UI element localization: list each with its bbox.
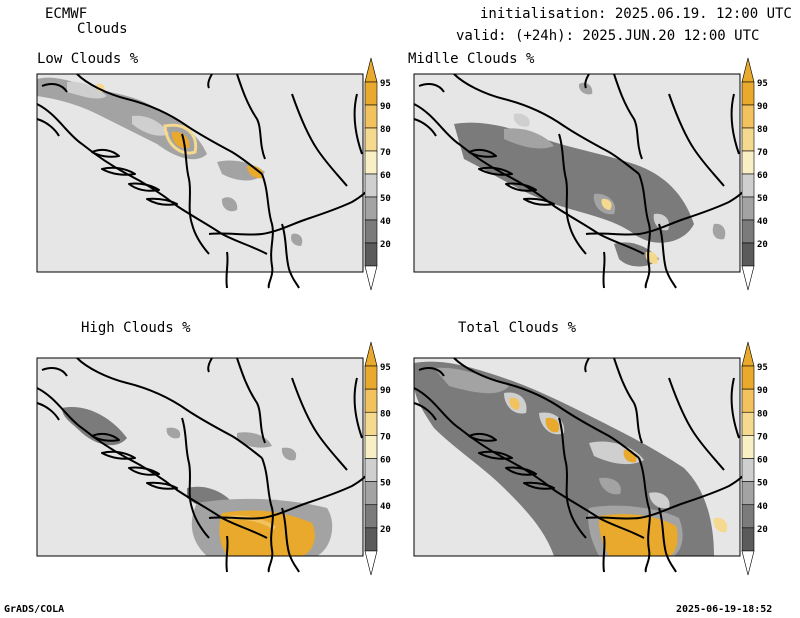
colorbar-bottom-arrow	[364, 550, 378, 576]
map-low-clouds	[36, 73, 373, 289]
colorbar-segment	[741, 219, 755, 244]
colorbar-label: 20	[757, 240, 768, 250]
colorbar-segment	[364, 173, 378, 198]
colorbar-label: 70	[757, 432, 768, 442]
colorbar-label: 60	[380, 171, 391, 181]
colorbar-label: 80	[380, 125, 391, 135]
colorbar-top-arrow	[741, 341, 755, 367]
colorbar-segment	[741, 388, 755, 413]
panel-title-total: Total Clouds %	[458, 320, 577, 336]
colorbar-label: 40	[757, 217, 768, 227]
colorbar-label: 80	[380, 409, 391, 419]
footer-timestamp: 2025-06-19-18:52	[676, 604, 773, 615]
colorbar-segment	[741, 173, 755, 198]
colorbar-segment	[741, 365, 755, 390]
colorbar-label: 50	[380, 479, 391, 489]
colorbar-segment	[741, 458, 755, 482]
colorbar-segment	[364, 504, 378, 529]
colorbar-segment	[364, 150, 378, 175]
colorbar-label: 95	[380, 79, 391, 89]
model-name: ECMWF	[45, 6, 88, 22]
product-name: Clouds	[77, 21, 128, 37]
colorbar-label: 90	[757, 102, 768, 112]
colorbar-label: 20	[380, 525, 391, 535]
footer-software: GrADS/COLA	[4, 604, 65, 615]
colorbar-label: 95	[380, 363, 391, 373]
colorbar-label: 70	[380, 432, 391, 442]
colorbar-label: 40	[380, 502, 391, 512]
colorbar-1: 95 90 80 70 60 50 40 20	[364, 57, 391, 291]
panel-title-low: Low Clouds %	[37, 51, 139, 67]
colorbar-segment	[741, 411, 755, 436]
colorbar-label: 70	[757, 148, 768, 158]
colorbar-segment	[364, 196, 378, 221]
colorbar-label: 90	[380, 386, 391, 396]
colorbar-label: 50	[380, 194, 391, 204]
colorbar-segment	[364, 435, 378, 459]
colorbar-segment	[364, 458, 378, 482]
colorbar-label: 20	[380, 240, 391, 250]
colorbar-label: 50	[757, 194, 768, 204]
map-middle-clouds	[413, 73, 750, 289]
colorbar-segment	[741, 104, 755, 129]
colorbar-label: 95	[757, 363, 768, 373]
colorbar-4: 95 90 80 70 60 50 40 20	[741, 341, 768, 576]
colorbar-bottom-arrow	[741, 550, 755, 576]
valid-time: valid: (+24h): 2025.JUN.20 12:00 UTC	[456, 28, 760, 44]
colorbar-segment	[741, 127, 755, 152]
colorbar-label: 60	[757, 456, 768, 466]
colorbar-segment	[364, 388, 378, 413]
panel-title-high: High Clouds %	[81, 320, 191, 336]
colorbar-label: 60	[380, 456, 391, 466]
colorbar-segment	[364, 527, 378, 552]
colorbar-label: 40	[380, 217, 391, 227]
colorbar-label: 95	[757, 79, 768, 89]
colorbar-label: 90	[380, 102, 391, 112]
colorbar-segment	[364, 365, 378, 390]
colorbar-segment	[364, 411, 378, 436]
colorbar-top-arrow	[741, 57, 755, 83]
colorbar-segment	[364, 242, 378, 267]
colorbar-label: 80	[757, 125, 768, 135]
colorbar-segment	[741, 481, 755, 506]
colorbar-segment	[741, 81, 755, 106]
colorbar-segment	[741, 150, 755, 175]
colorbar-top-arrow	[364, 341, 378, 367]
colorbar-segment	[364, 481, 378, 506]
colorbar-segment	[741, 242, 755, 267]
colorbar-label: 70	[380, 148, 391, 158]
colorbar-top-arrow	[364, 57, 378, 83]
colorbar-label: 20	[757, 525, 768, 535]
colorbar-label: 90	[757, 386, 768, 396]
colorbar-label: 80	[757, 409, 768, 419]
colorbar-segment	[741, 196, 755, 221]
init-time: initialisation: 2025.06.19. 12:00 UTC	[480, 6, 792, 22]
colorbar-label: 50	[757, 479, 768, 489]
colorbar-2: 95 90 80 70 60 50 40 20	[741, 57, 768, 291]
colorbar-label: 60	[757, 171, 768, 181]
map-total-clouds	[413, 357, 750, 573]
colorbar-bottom-arrow	[364, 265, 378, 291]
colorbar-segment	[364, 127, 378, 152]
map-high-clouds	[36, 357, 373, 573]
colorbar-3: 95 90 80 70 60 50 40 20	[364, 341, 391, 576]
colorbar-segment	[364, 219, 378, 244]
colorbar-segment	[364, 104, 378, 129]
colorbar-segment	[364, 81, 378, 106]
panel-title-middle: Midlle Clouds %	[408, 51, 535, 67]
colorbar-segment	[741, 435, 755, 459]
colorbar-bottom-arrow	[741, 265, 755, 291]
colorbar-label: 40	[757, 502, 768, 512]
colorbar-segment	[741, 504, 755, 529]
colorbar-segment	[741, 527, 755, 552]
